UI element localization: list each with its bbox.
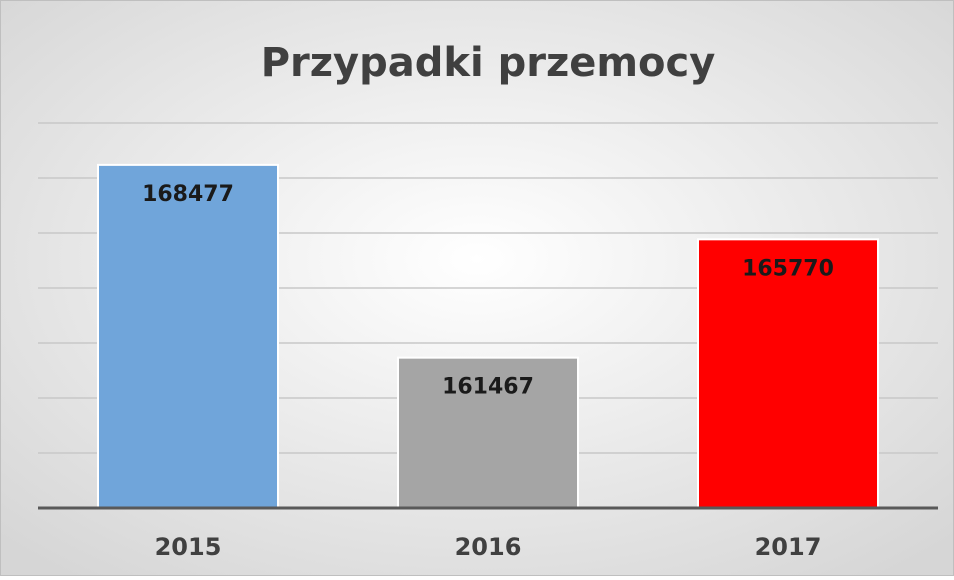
- data-label: 165770: [742, 256, 834, 281]
- bar: [697, 238, 879, 509]
- x-tick-label: 2017: [755, 533, 822, 561]
- data-label: 161467: [442, 375, 534, 400]
- data-label: 168477: [142, 182, 234, 207]
- bar: [397, 356, 579, 509]
- x-tick-label: 2016: [455, 533, 522, 561]
- x-tick-label: 2015: [155, 533, 222, 561]
- chart-title: Przypadki przemocy: [261, 40, 716, 86]
- bar: [97, 163, 279, 509]
